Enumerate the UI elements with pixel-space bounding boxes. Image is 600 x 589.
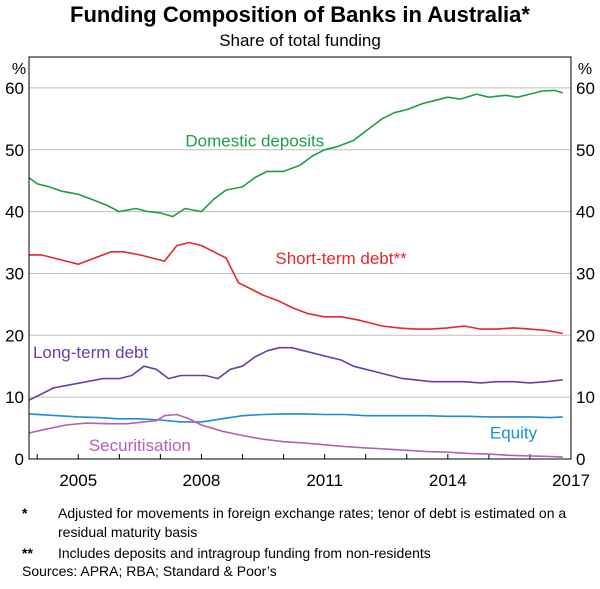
- y-tick-label-right-40: 40: [576, 203, 595, 222]
- y-tick-label-left-20: 20: [5, 326, 24, 345]
- x-tick-label-2008: 2008: [183, 471, 221, 490]
- y-tick-label-right-60: 60: [576, 79, 595, 98]
- y-tick-label-right-20: 20: [576, 326, 595, 345]
- series-line-securitisation: [28, 413, 563, 458]
- series-label-equity: Equity: [490, 424, 538, 443]
- series-line-short-term-debt: [29, 241, 563, 335]
- series-label-long-term-debt: Long-term debt: [33, 343, 149, 362]
- footnote-1-text: Adjusted for movements in foreign exchan…: [58, 505, 567, 540]
- chart-subtitle: Share of total funding: [219, 31, 381, 50]
- series-line-equity: [28, 413, 563, 423]
- series-label-securitisation: Securitisation: [89, 436, 191, 455]
- footnote-2-marker: **: [22, 545, 33, 561]
- y-tick-label-left-10: 10: [5, 388, 24, 407]
- y-tick-label-left-0: 0: [15, 450, 24, 469]
- y-tick-label-left-60: 60: [5, 79, 24, 98]
- y-tick-label-left-40: 40: [5, 203, 24, 222]
- y-unit-label-right: %: [578, 61, 592, 78]
- series-line-domestic-deposits: [28, 89, 564, 218]
- x-tick-label-2014: 2014: [429, 471, 467, 490]
- footnote-1-marker: *: [22, 505, 28, 521]
- y-tick-label-right-30: 30: [576, 264, 595, 283]
- x-tick-label-2017: 2017: [552, 471, 590, 490]
- x-tick-label-2011: 2011: [306, 471, 343, 490]
- series-label-domestic-deposits: Domestic deposits: [185, 132, 324, 151]
- series-line-long-term-debt: [28, 346, 563, 401]
- y-tick-label-left-30: 30: [5, 264, 24, 283]
- y-tick-label-right-50: 50: [576, 141, 595, 160]
- y-tick-label-right-0: 0: [576, 450, 585, 469]
- chart-title: Funding Composition of Banks in Australi…: [70, 2, 530, 27]
- plot-frame: [28, 56, 572, 460]
- y-tick-label-right-10: 10: [576, 388, 595, 407]
- footnote-2-text: Includes deposits and intragroup funding…: [58, 545, 431, 561]
- x-tick-label-2005: 2005: [59, 471, 97, 490]
- y-unit-label-left: %: [12, 61, 26, 78]
- y-tick-label-left-50: 50: [5, 141, 24, 160]
- sources: Sources: APRA; RBA; Standard & Poor’s: [22, 563, 277, 579]
- series-label-short-term-debt: Short-term debt**: [275, 249, 407, 268]
